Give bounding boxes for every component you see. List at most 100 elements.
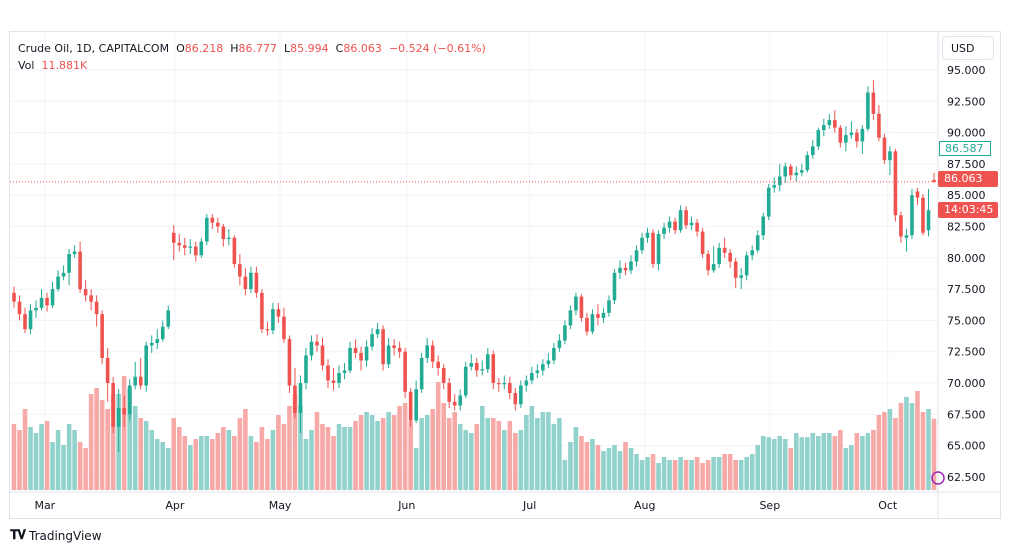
candle[interactable] — [210, 213, 215, 230]
candle[interactable] — [678, 205, 683, 233]
candle[interactable] — [623, 262, 628, 276]
candle[interactable] — [882, 133, 887, 164]
candle[interactable] — [171, 225, 176, 261]
candle[interactable] — [315, 334, 319, 352]
candle[interactable] — [238, 254, 242, 286]
candle[interactable] — [530, 366, 534, 385]
candle[interactable] — [684, 206, 688, 230]
candle[interactable] — [546, 352, 551, 368]
candle[interactable] — [629, 255, 633, 275]
candle[interactable] — [805, 151, 810, 173]
candle[interactable] — [304, 347, 308, 390]
candle[interactable] — [17, 295, 22, 321]
candle[interactable] — [799, 163, 804, 177]
candle[interactable] — [728, 249, 732, 268]
candle[interactable] — [320, 337, 325, 371]
candle[interactable] — [910, 188, 914, 240]
candle[interactable] — [502, 375, 507, 390]
candle[interactable] — [260, 289, 264, 333]
candle[interactable] — [866, 86, 870, 132]
candle[interactable] — [67, 249, 71, 286]
candle[interactable] — [254, 266, 259, 298]
candle[interactable] — [541, 359, 545, 376]
candle[interactable] — [133, 361, 137, 390]
candle[interactable] — [585, 312, 589, 336]
candle[interactable] — [227, 229, 231, 246]
candle[interactable] — [298, 375, 303, 434]
candle[interactable] — [788, 163, 793, 181]
candle[interactable] — [83, 280, 88, 302]
candle[interactable] — [557, 334, 562, 352]
candle[interactable] — [469, 354, 474, 371]
candle[interactable] — [216, 217, 220, 233]
candle[interactable] — [822, 118, 826, 137]
candle[interactable] — [888, 146, 892, 176]
candle[interactable] — [436, 355, 440, 376]
candle[interactable] — [574, 292, 578, 316]
candle[interactable] — [249, 266, 253, 293]
candle[interactable] — [695, 218, 699, 237]
candle[interactable] — [816, 127, 821, 151]
candle[interactable] — [309, 335, 314, 361]
candle[interactable] — [45, 292, 49, 312]
candle[interactable] — [34, 300, 38, 318]
candle[interactable] — [414, 380, 418, 424]
candle[interactable] — [127, 379, 132, 421]
candle[interactable] — [392, 339, 396, 356]
candle[interactable] — [122, 395, 126, 427]
candle[interactable] — [458, 389, 463, 411]
candle[interactable] — [78, 241, 82, 293]
candle[interactable] — [915, 187, 920, 206]
candle[interactable] — [899, 211, 903, 243]
candle[interactable] — [838, 125, 843, 148]
candle[interactable] — [56, 270, 60, 292]
candle[interactable] — [766, 183, 771, 221]
candle[interactable] — [744, 251, 749, 281]
candle[interactable] — [921, 193, 925, 236]
candle[interactable] — [877, 105, 881, 142]
candle[interactable] — [590, 309, 595, 335]
candle[interactable] — [199, 237, 204, 258]
candle[interactable] — [89, 289, 93, 311]
scroll-to-realtime-icon[interactable] — [931, 471, 945, 485]
currency-button[interactable]: USD — [942, 36, 994, 60]
candle[interactable] — [61, 265, 66, 281]
candle[interactable] — [673, 217, 677, 235]
candle[interactable] — [348, 341, 352, 373]
candle[interactable] — [596, 304, 600, 326]
candle[interactable] — [397, 341, 402, 358]
candle[interactable] — [750, 245, 755, 261]
candle[interactable] — [733, 257, 738, 288]
candle[interactable] — [904, 229, 909, 252]
candle[interactable] — [177, 234, 182, 252]
candle[interactable] — [634, 245, 639, 267]
candle[interactable] — [811, 140, 815, 159]
candle[interactable] — [772, 177, 777, 193]
candle[interactable] — [722, 237, 727, 258]
candle[interactable] — [794, 166, 799, 182]
candle[interactable] — [144, 341, 149, 392]
candle[interactable] — [364, 340, 369, 367]
candle[interactable] — [337, 365, 341, 389]
candle[interactable] — [326, 359, 330, 389]
candle[interactable] — [116, 389, 121, 452]
candle[interactable] — [12, 286, 16, 308]
candle[interactable] — [111, 376, 115, 434]
candle[interactable] — [23, 307, 27, 333]
candle[interactable] — [149, 335, 154, 353]
candle[interactable] — [155, 329, 160, 350]
tradingview-logo[interactable]: 𝐓𝐕 TradingView — [10, 528, 102, 543]
candle[interactable] — [711, 246, 716, 273]
candle[interactable] — [205, 213, 209, 246]
candle[interactable] — [926, 188, 931, 237]
candle[interactable] — [932, 172, 936, 183]
candle[interactable] — [447, 377, 452, 409]
candle[interactable] — [282, 307, 286, 343]
candle[interactable] — [844, 126, 848, 152]
candle[interactable] — [777, 163, 782, 192]
candle[interactable] — [386, 337, 391, 368]
candle[interactable] — [535, 364, 540, 378]
candle[interactable] — [662, 222, 666, 240]
candle[interactable] — [342, 362, 347, 380]
candle[interactable] — [359, 346, 363, 371]
